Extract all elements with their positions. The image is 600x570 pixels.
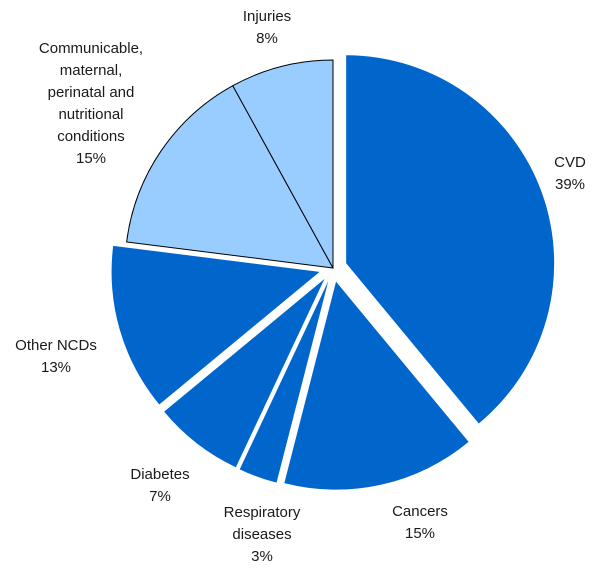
name-label: conditions (57, 128, 125, 145)
name-label: Other NCDs (15, 337, 97, 354)
label-respiratory-diseases: Respiratory diseases 3% (224, 504, 301, 565)
slice-injuries (232, 59, 334, 269)
name-label: diseases (232, 526, 291, 543)
label-diabetes: Diabetes 7% (130, 466, 189, 505)
label-injuries: Injuries 8% (243, 8, 291, 47)
slice-other-ncds (111, 245, 320, 405)
value-label: 39% (555, 176, 585, 193)
value-label: 7% (149, 488, 171, 505)
name-label: CVD (554, 154, 586, 171)
slice-cancers (284, 281, 469, 490)
value-label: 3% (251, 548, 273, 565)
value-label: 13% (41, 359, 71, 376)
slice-labels: CVD 39% Cancers 15% Respiratory diseases 3% Dia… (15, 8, 586, 565)
slice-cvd (346, 55, 555, 424)
slice-communicable-maternal-perinatal-and-nutritional-conditions (126, 85, 334, 269)
name-label: Cancers (392, 503, 448, 520)
value-label: 15% (405, 525, 435, 542)
name-label: maternal, (60, 62, 123, 79)
name-label: Respiratory (224, 504, 301, 521)
value-label: 15% (76, 150, 106, 167)
value-label: 8% (256, 30, 278, 47)
name-label: Diabetes (130, 466, 189, 483)
label-cvd: CVD 39% (554, 154, 586, 193)
slice-respiratory-diseases (239, 281, 329, 483)
label-cancers: Cancers 15% (392, 503, 448, 542)
name-label: nutritional (58, 106, 123, 123)
label-other-ncds: Other NCDs 13% (15, 337, 97, 376)
slice-diabetes (164, 279, 325, 468)
name-label: Injuries (243, 8, 291, 25)
name-label: Communicable, (39, 40, 143, 57)
name-label: perinatal and (48, 84, 135, 101)
pie-slices (111, 55, 555, 490)
label-communicable-maternal-perinatal-and-nutritional-conditions: Communicable, maternal, perinatal and nutri… (39, 40, 143, 167)
